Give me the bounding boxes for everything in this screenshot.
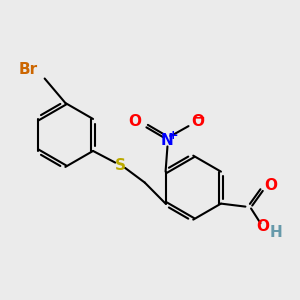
Text: Br: Br bbox=[19, 61, 38, 76]
Text: N: N bbox=[161, 133, 174, 148]
Text: H: H bbox=[269, 226, 282, 241]
Text: −: − bbox=[193, 110, 205, 124]
Text: S: S bbox=[115, 158, 126, 173]
Text: +: + bbox=[167, 129, 178, 142]
Text: O: O bbox=[256, 219, 269, 234]
Text: O: O bbox=[191, 115, 204, 130]
Text: O: O bbox=[128, 115, 141, 130]
Text: O: O bbox=[265, 178, 278, 193]
